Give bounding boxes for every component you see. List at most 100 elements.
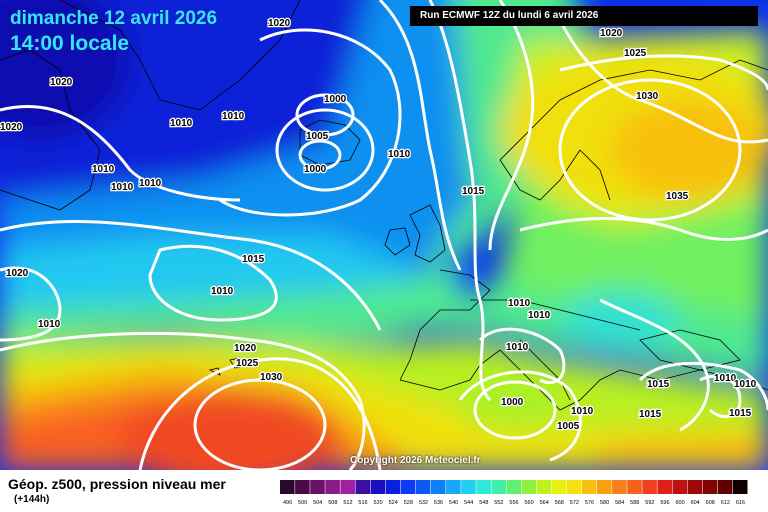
scale-tick-label: 564	[540, 500, 549, 506]
scale-tick-label: 508	[328, 500, 337, 506]
scale-swatch	[506, 480, 522, 494]
isobar-label-1015-north-sea: 1015	[462, 186, 485, 197]
scale-swatch	[446, 480, 461, 494]
isobar-label-1010-central-europe: 1010	[508, 298, 531, 309]
scale-swatch	[566, 480, 582, 494]
scale-tick-label: 516	[358, 500, 367, 506]
scale-swatch	[491, 480, 506, 494]
forecast-time: 14:00 locale	[10, 32, 130, 55]
scale-swatch	[702, 480, 718, 494]
scale-swatch	[385, 480, 401, 494]
isobars	[0, 0, 768, 470]
scale-swatch	[355, 480, 371, 494]
scale-swatch	[672, 480, 688, 494]
isobar-label-1020-west-edge: 1020	[0, 122, 23, 133]
scale-tick-label: 576	[585, 500, 594, 506]
isobar-label-1015-turkey-east: 1015	[729, 408, 752, 419]
isobar-label-1015-greece: 1015	[647, 379, 670, 390]
isobar-label-1020-greenland-north: 1020	[268, 18, 291, 29]
scale-swatch	[415, 480, 431, 494]
isobar-label-1020-greenland-west: 1020	[50, 77, 73, 88]
scale-swatch	[581, 480, 597, 494]
isobar-label-1025-scandinavia: 1025	[624, 48, 647, 59]
lead-time: (+144h)	[14, 494, 50, 505]
scale-tick-label: 500	[298, 500, 307, 506]
scale-swatch	[612, 480, 627, 494]
scale-swatch	[597, 480, 612, 494]
scale-swatch	[461, 480, 476, 494]
scale-tick-label: 540	[449, 500, 458, 506]
scale-tick-label: 552	[494, 500, 503, 506]
scale-tick-label: 584	[615, 500, 624, 506]
scale-swatch	[521, 480, 537, 494]
isobar-label-1010-iceland-mid: 1010	[222, 111, 245, 122]
scale-swatch	[310, 480, 325, 494]
scale-tick-label: 520	[374, 500, 383, 506]
scale-swatch	[370, 480, 386, 494]
isobar-label-1010-west-atlantic: 1010	[38, 319, 61, 330]
scale-swatch	[295, 480, 310, 494]
isobar-label-1010-north-sea: 1010	[388, 149, 411, 160]
scale-tick-label: 504	[313, 500, 322, 506]
isobar-label-1020-scandinavia: 1020	[600, 28, 623, 39]
isobar-label-1010-greenland-coast-a: 1010	[92, 164, 115, 175]
copyright: Copyright 2026 Meteociel.fr	[350, 455, 481, 466]
scale-tick-label: 544	[464, 500, 473, 506]
scale-tick-label: 580	[600, 500, 609, 506]
weather-map: 1020 1020 1020 1010 1010 1000 1005 1000 1010 1010…	[0, 0, 768, 470]
scale-tick-label: 608	[706, 500, 715, 506]
isobar-label-1010-greenland-coast-c: 1010	[139, 178, 162, 189]
scale-tick-label: 528	[404, 500, 413, 506]
scale-swatch	[430, 480, 446, 494]
scale-swatch	[476, 480, 491, 494]
scale-tick-label: 596	[660, 500, 669, 506]
scale-tick-label: 568	[555, 500, 564, 506]
z500-field	[0, 0, 768, 470]
isobar-label-1005-low: 1005	[306, 131, 329, 142]
scale-tick-label: 616	[736, 500, 745, 506]
isobar-label-1000-low-north: 1000	[324, 94, 347, 105]
isobar-label-1015-aegean: 1015	[639, 409, 662, 420]
scale-swatch	[325, 480, 340, 494]
scale-tick-label: 612	[721, 500, 730, 506]
isobar-label-1000-low-south: 1000	[304, 164, 327, 175]
scale-tick-label: 512	[343, 500, 352, 506]
scale-tick-label: 600	[675, 500, 684, 506]
isobar-label-1010-turkey: 1010	[714, 373, 737, 384]
isobar-label-1010-central-europe-east: 1010	[528, 310, 551, 321]
isobar-label-1010-black-sea: 1010	[734, 379, 757, 390]
scale-swatch	[400, 480, 416, 494]
scale-swatch	[717, 480, 733, 494]
isobar-label-1010-atlantic-mid: 1010	[211, 286, 234, 297]
scale-swatch	[551, 480, 567, 494]
scale-tick-label: 592	[645, 500, 654, 506]
scale-swatch	[642, 480, 657, 494]
isobar-label-1035-russia: 1035	[666, 191, 689, 202]
isobar-label-1015-atlantic: 1015	[242, 254, 265, 265]
run-info: Run ECMWF 12Z du lundi 6 avril 2026	[410, 6, 758, 26]
scale-swatch	[280, 480, 295, 494]
scale-swatch	[687, 480, 703, 494]
isobar-label-1025-azores: 1025	[236, 358, 259, 369]
scale-tick-label: 560	[525, 500, 534, 506]
field-label: Géop. z500, pression niveau mer	[8, 476, 226, 492]
scale-tick-label: 556	[509, 500, 518, 506]
isobar-label-1020-west-atlantic: 1020	[6, 268, 29, 279]
scale-tick-label: 604	[691, 500, 700, 506]
isobar-label-1005-mediterranean: 1005	[557, 421, 580, 432]
scale-tick-label: 548	[479, 500, 488, 506]
scale-swatch	[732, 480, 748, 494]
color-scale: 496 500 504 508 512 516 520 524 528 532 536 540 544 5…	[280, 480, 748, 506]
forecast-date: dimanche 12 avril 2026	[10, 8, 218, 29]
isobar-label-1010-alps: 1010	[506, 342, 529, 353]
scale-swatch	[627, 480, 642, 494]
scale-swatch	[536, 480, 552, 494]
scale-tick-label: 524	[389, 500, 398, 506]
scale-tick-label: 572	[570, 500, 579, 506]
isobar-label-1010-iceland-west: 1010	[170, 118, 193, 129]
isobar-label-1010-greenland-coast-b: 1010	[111, 182, 134, 193]
isobar-label-1030-azores: 1030	[260, 372, 283, 383]
isobar-label-1000-mediterranean-low: 1000	[501, 397, 524, 408]
